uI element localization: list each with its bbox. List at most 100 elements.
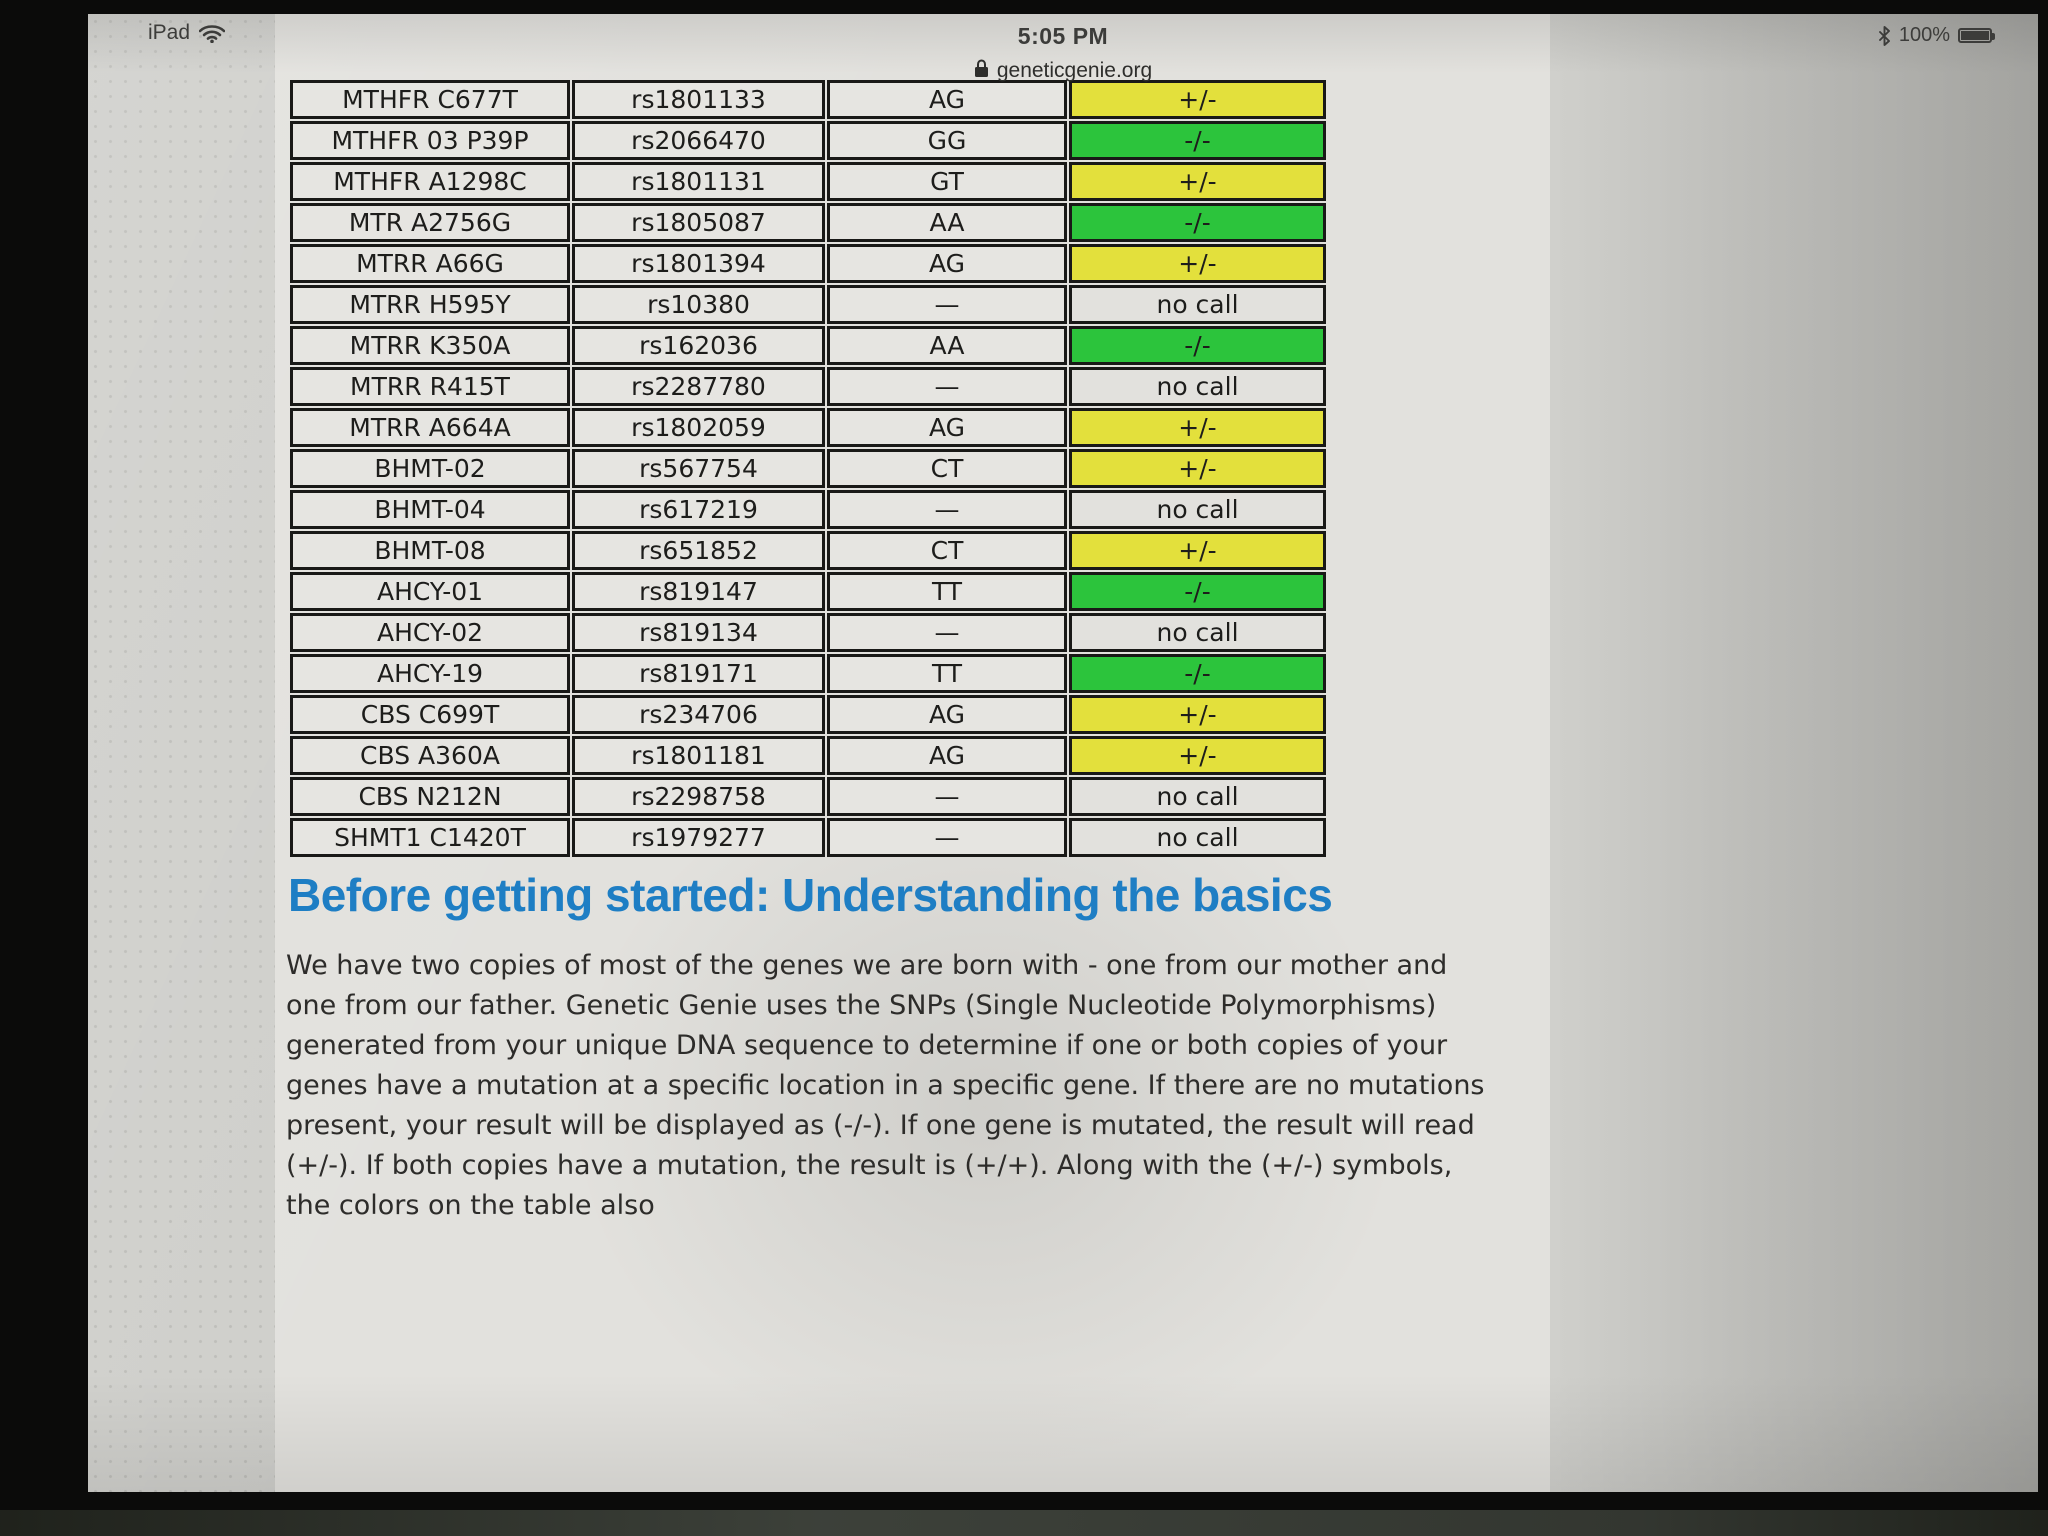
url-bar[interactable]: geneticgenie.org — [88, 56, 2038, 86]
rsid-cell: rs2287780 — [572, 367, 825, 406]
table-row: CBS C699T rs234706 AG +/- — [290, 695, 1326, 734]
table-row: MTRR A664A rs1802059 AG +/- — [290, 408, 1326, 447]
rsid-cell: rs1801131 — [572, 162, 825, 201]
result-cell: +/- — [1069, 162, 1326, 201]
table-row: MTRR A66G rs1801394 AG +/- — [290, 244, 1326, 283]
genetics-table-body: MTHFR C677T rs1801133 AG +/- MTHFR 03 P3… — [290, 80, 1326, 857]
result-cell: +/- — [1069, 695, 1326, 734]
clock: 5:05 PM — [1017, 23, 1109, 49]
gene-cell: MTRR A664A — [290, 408, 570, 447]
result-cell: no call — [1069, 285, 1326, 324]
result-cell: no call — [1069, 490, 1326, 529]
rsid-cell: rs1801181 — [572, 736, 825, 775]
gene-cell: MTRR A66G — [290, 244, 570, 283]
gene-cell: MTHFR C677T — [290, 80, 570, 119]
result-cell: -/- — [1069, 203, 1326, 242]
gene-cell: CBS A360A — [290, 736, 570, 775]
rsid-cell: rs10380 — [572, 285, 825, 324]
result-cell: -/- — [1069, 572, 1326, 611]
genotype-cell: AG — [827, 695, 1067, 734]
genotype-cell: TT — [827, 572, 1067, 611]
genetics-results-table: MTHFR C677T rs1801133 AG +/- MTHFR 03 P3… — [288, 78, 1328, 859]
carrier-label: iPad — [148, 21, 191, 44]
genotype-cell: AA — [827, 203, 1067, 242]
genotype-cell: — — [827, 818, 1067, 857]
gene-cell: CBS N212N — [290, 777, 570, 816]
table-row: MTRR H595Y rs10380 — no call — [290, 285, 1326, 324]
lock-icon — [974, 58, 989, 84]
genotype-cell: CT — [827, 531, 1067, 570]
rsid-cell: rs819147 — [572, 572, 825, 611]
gene-cell: MTHFR 03 P39P — [290, 121, 570, 160]
rsid-cell: rs1802059 — [572, 408, 825, 447]
battery-icon — [1958, 28, 1995, 43]
result-cell: +/- — [1069, 80, 1326, 119]
rsid-cell: rs1979277 — [572, 818, 825, 857]
result-cell: +/- — [1069, 408, 1326, 447]
result-cell: +/- — [1069, 244, 1326, 283]
rsid-cell: rs651852 — [572, 531, 825, 570]
bluetooth-icon — [1878, 25, 1891, 46]
result-cell: no call — [1069, 818, 1326, 857]
rsid-cell: rs162036 — [572, 326, 825, 365]
genotype-cell: — — [827, 777, 1067, 816]
result-cell: no call — [1069, 777, 1326, 816]
table-row: CBS A360A rs1801181 AG +/- — [290, 736, 1326, 775]
genotype-cell: AG — [827, 80, 1067, 119]
rsid-cell: rs567754 — [572, 449, 825, 488]
ipad-screen: iPad 5:05 PM 100% — [88, 14, 2038, 1492]
genotype-cell: — — [827, 490, 1067, 529]
table-row: CBS N212N rs2298758 — no call — [290, 777, 1326, 816]
genotype-cell: — — [827, 367, 1067, 406]
result-cell: +/- — [1069, 736, 1326, 775]
table-row: MTRR K350A rs162036 AA -/- — [290, 326, 1326, 365]
rsid-cell: rs2298758 — [572, 777, 825, 816]
gene-cell: MTRR R415T — [290, 367, 570, 406]
genotype-cell: AA — [827, 326, 1067, 365]
table-row: SHMT1 C1420T rs1979277 — no call — [290, 818, 1326, 857]
intro-paragraph: We have two copies of most of the genes … — [286, 950, 1485, 1221]
table-row: AHCY-19 rs819171 TT -/- — [290, 654, 1326, 693]
result-cell: +/- — [1069, 449, 1326, 488]
result-cell: no call — [1069, 367, 1326, 406]
rsid-cell: rs2066470 — [572, 121, 825, 160]
genotype-cell: AG — [827, 408, 1067, 447]
gene-cell: MTHFR A1298C — [290, 162, 570, 201]
gene-cell: SHMT1 C1420T — [290, 818, 570, 857]
page-left-margin — [88, 14, 275, 1492]
gene-cell: MTR A2756G — [290, 203, 570, 242]
table-row: MTR A2756G rs1805087 AA -/- — [290, 203, 1326, 242]
result-cell: -/- — [1069, 326, 1326, 365]
table-row: MTHFR 03 P39P rs2066470 GG -/- — [290, 121, 1326, 160]
result-cell: -/- — [1069, 121, 1326, 160]
genotype-cell: — — [827, 285, 1067, 324]
table-row: BHMT-08 rs651852 CT +/- — [290, 531, 1326, 570]
rsid-cell: rs234706 — [572, 695, 825, 734]
table-row: AHCY-02 rs819134 — no call — [290, 613, 1326, 652]
rsid-cell: rs819134 — [572, 613, 825, 652]
genotype-cell: AG — [827, 736, 1067, 775]
rsid-cell: rs1801133 — [572, 80, 825, 119]
genotype-cell: AG — [827, 244, 1067, 283]
gene-cell: BHMT-08 — [290, 531, 570, 570]
gene-cell: AHCY-02 — [290, 613, 570, 652]
rsid-cell: rs1805087 — [572, 203, 825, 242]
genotype-cell: GT — [827, 162, 1067, 201]
gene-cell: BHMT-04 — [290, 490, 570, 529]
url-label: geneticgenie.org — [996, 59, 1153, 82]
result-cell: no call — [1069, 613, 1326, 652]
gene-cell: CBS C699T — [290, 695, 570, 734]
table-row: MTRR R415T rs2287780 — no call — [290, 367, 1326, 406]
rsid-cell: rs617219 — [572, 490, 825, 529]
result-cell: +/- — [1069, 531, 1326, 570]
genotype-cell: — — [827, 613, 1067, 652]
status-bar: iPad 5:05 PM 100% — [88, 14, 2038, 56]
battery-percent-label: 100% — [1898, 24, 1950, 46]
section-heading: Before getting started: Understanding th… — [288, 869, 1333, 921]
genotype-cell: TT — [827, 654, 1067, 693]
table-row: MTHFR C677T rs1801133 AG +/- — [290, 80, 1326, 119]
table-row: MTHFR A1298C rs1801131 GT +/- — [290, 162, 1326, 201]
gene-cell: AHCY-19 — [290, 654, 570, 693]
gene-cell: MTRR H595Y — [290, 285, 570, 324]
